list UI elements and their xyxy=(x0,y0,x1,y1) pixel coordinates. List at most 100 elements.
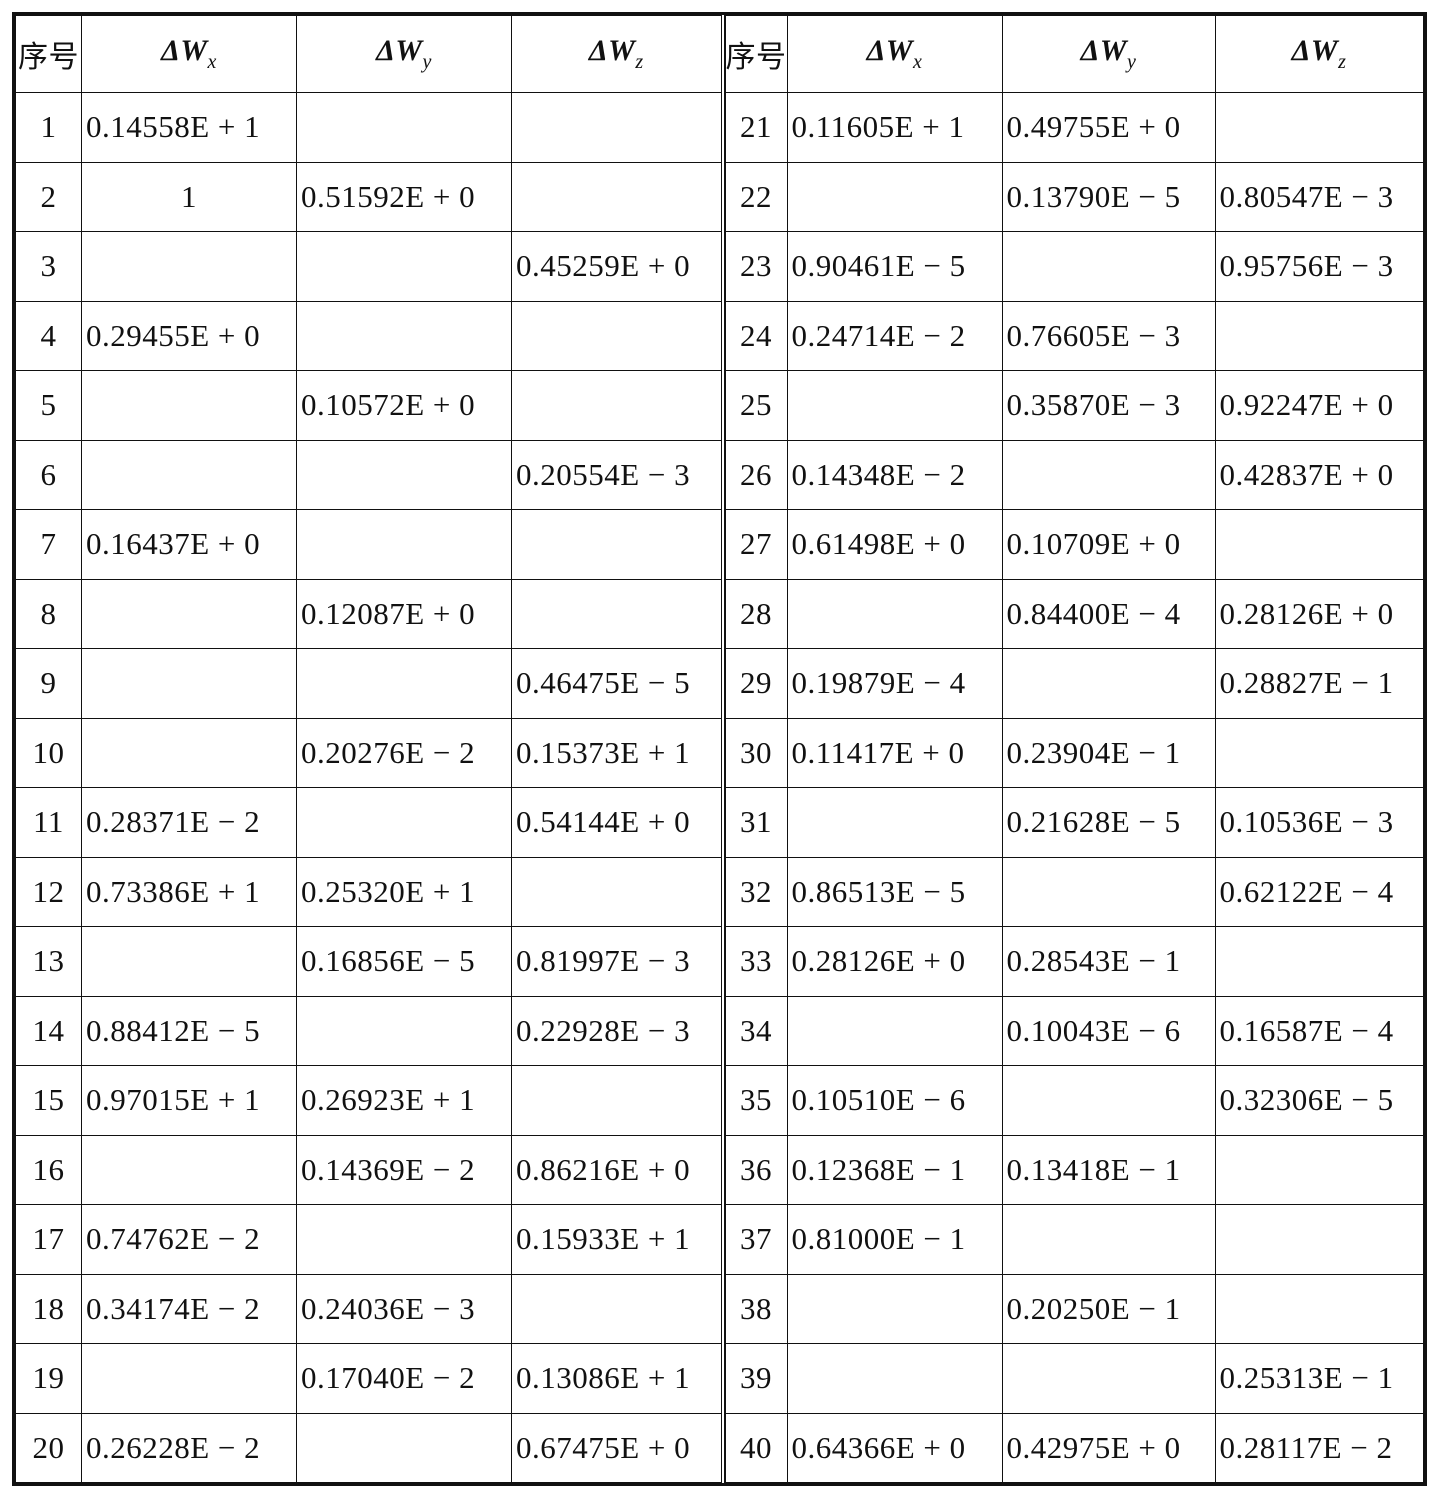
header-symbol: ΔW xyxy=(866,34,914,67)
row-index: 17 xyxy=(15,1204,82,1275)
table-row: 39 0.25313E − 1 xyxy=(724,1343,1424,1414)
cell-wx: 0.64366E + 0 xyxy=(786,1412,1003,1483)
cell-wx: 0.73386E + 1 xyxy=(81,856,297,927)
cell-wx: 0.61498E + 0 xyxy=(786,509,1003,580)
cell-wz xyxy=(511,509,723,580)
table-row: 10 0.20276E − 2 0.15373E + 1 xyxy=(15,717,723,788)
cell-wz xyxy=(511,1273,723,1344)
cell-wy: 0.42975E + 0 xyxy=(1001,1412,1216,1483)
row-index: 19 xyxy=(15,1343,82,1414)
row-index: 6 xyxy=(15,439,82,510)
cell-wy: 0.84400E − 4 xyxy=(1001,578,1216,649)
header-subscript: y xyxy=(1127,51,1137,73)
header-subscript: z xyxy=(635,51,644,73)
cell-wz xyxy=(1214,92,1424,163)
cell-wx xyxy=(81,1343,297,1414)
row-index: 12 xyxy=(15,856,82,927)
cell-wx: 1 xyxy=(81,161,297,232)
table-row: 8 0.12087E + 0 xyxy=(15,578,723,649)
row-index: 21 xyxy=(724,92,788,163)
table-half-right: 序号 ΔWx ΔWy ΔWz 21 0.11605E + 1 0.49755E + 0 22… xyxy=(724,15,1424,1483)
cell-wx: 0.28126E + 0 xyxy=(786,926,1003,997)
cell-wx xyxy=(81,439,297,510)
cell-wy xyxy=(1001,648,1216,719)
cell-wz: 0.22928E − 3 xyxy=(511,995,723,1066)
header-wx: ΔWx xyxy=(81,15,297,93)
header-wy: ΔWy xyxy=(296,15,512,93)
table-row: 15 0.97015E + 1 0.26923E + 1 xyxy=(15,1065,723,1136)
cell-wx: 0.88412E − 5 xyxy=(81,995,297,1066)
table-row: 11 0.28371E − 2 0.54144E + 0 xyxy=(15,787,723,858)
cell-wy xyxy=(296,648,512,719)
cell-wz: 0.25313E − 1 xyxy=(1214,1343,1424,1414)
row-index: 40 xyxy=(724,1412,788,1483)
cell-wx xyxy=(786,995,1003,1066)
header-subscript: z xyxy=(1338,51,1347,73)
cell-wz: 0.67475E + 0 xyxy=(511,1412,723,1483)
row-index: 24 xyxy=(724,300,788,371)
cell-wx xyxy=(786,161,1003,232)
cell-wy: 0.49755E + 0 xyxy=(1001,92,1216,163)
cell-wz: 0.28827E − 1 xyxy=(1214,648,1424,719)
cell-wx xyxy=(786,1273,1003,1344)
cell-wx: 0.97015E + 1 xyxy=(81,1065,297,1136)
cell-wy: 0.10709E + 0 xyxy=(1001,509,1216,580)
cell-wy: 0.25320E + 1 xyxy=(296,856,512,927)
cell-wx xyxy=(81,648,297,719)
header-wz: ΔWz xyxy=(511,15,723,93)
cell-wz: 0.80547E − 3 xyxy=(1214,161,1424,232)
cell-wz: 0.86216E + 0 xyxy=(511,1134,723,1205)
table-row: 31 0.21628E − 5 0.10536E − 3 xyxy=(724,787,1424,858)
cell-wz xyxy=(511,1065,723,1136)
table-row: 12 0.73386E + 1 0.25320E + 1 xyxy=(15,856,723,927)
cell-wz xyxy=(511,161,723,232)
header-subscript: x xyxy=(207,51,217,73)
row-index: 30 xyxy=(724,717,788,788)
row-index: 5 xyxy=(15,370,82,441)
row-index: 3 xyxy=(15,231,82,302)
row-index: 16 xyxy=(15,1134,82,1205)
cell-wx: 0.28371E − 2 xyxy=(81,787,297,858)
cell-wz: 0.16587E − 4 xyxy=(1214,995,1424,1066)
cell-wy: 0.51592E + 0 xyxy=(296,161,512,232)
header-subscript: x xyxy=(913,51,923,73)
cell-wy: 0.28543E − 1 xyxy=(1001,926,1216,997)
row-index: 34 xyxy=(724,995,788,1066)
row-index: 10 xyxy=(15,717,82,788)
cell-wx: 0.11417E + 0 xyxy=(786,717,1003,788)
cell-wx: 0.90461E − 5 xyxy=(786,231,1003,302)
header-symbol: ΔW xyxy=(1291,34,1339,67)
cell-wy: 0.76605E − 3 xyxy=(1001,300,1216,371)
row-index: 29 xyxy=(724,648,788,719)
cell-wy: 0.35870E − 3 xyxy=(1001,370,1216,441)
cell-wx: 0.34174E − 2 xyxy=(81,1273,297,1344)
cell-wz: 0.28117E − 2 xyxy=(1214,1412,1424,1483)
table-row: 20 0.26228E − 2 0.67475E + 0 xyxy=(15,1412,723,1483)
table-row: 1 0.14558E + 1 xyxy=(15,92,723,163)
row-index: 38 xyxy=(724,1273,788,1344)
table-body-right: 21 0.11605E + 1 0.49755E + 0 22 0.13790E − 5… xyxy=(724,92,1424,1483)
cell-wz: 0.81997E − 3 xyxy=(511,926,723,997)
table-row: 18 0.34174E − 2 0.24036E − 3 xyxy=(15,1273,723,1344)
cell-wy xyxy=(296,300,512,371)
cell-wx: 0.26228E − 2 xyxy=(81,1412,297,1483)
cell-wx: 0.14558E + 1 xyxy=(81,92,297,163)
cell-wx: 0.24714E − 2 xyxy=(786,300,1003,371)
cell-wy: 0.12087E + 0 xyxy=(296,578,512,649)
header-symbol: ΔW xyxy=(376,34,423,67)
cell-wy: 0.20276E − 2 xyxy=(296,717,512,788)
row-index: 28 xyxy=(724,578,788,649)
cell-wz xyxy=(511,856,723,927)
row-index: 8 xyxy=(15,578,82,649)
row-index: 37 xyxy=(724,1204,788,1275)
header-symbol: ΔW xyxy=(588,34,636,67)
table-row: 40 0.64366E + 0 0.42975E + 0 0.28117E − 2 xyxy=(724,1412,1424,1483)
cell-wx xyxy=(786,1343,1003,1414)
cell-wy xyxy=(296,995,512,1066)
cell-wy xyxy=(1001,1065,1216,1136)
cell-wz xyxy=(1214,1204,1424,1275)
cell-wx xyxy=(786,787,1003,858)
table-row: 2 1 0.51592E + 0 xyxy=(15,161,723,232)
header-wz: ΔWz xyxy=(1214,15,1424,93)
